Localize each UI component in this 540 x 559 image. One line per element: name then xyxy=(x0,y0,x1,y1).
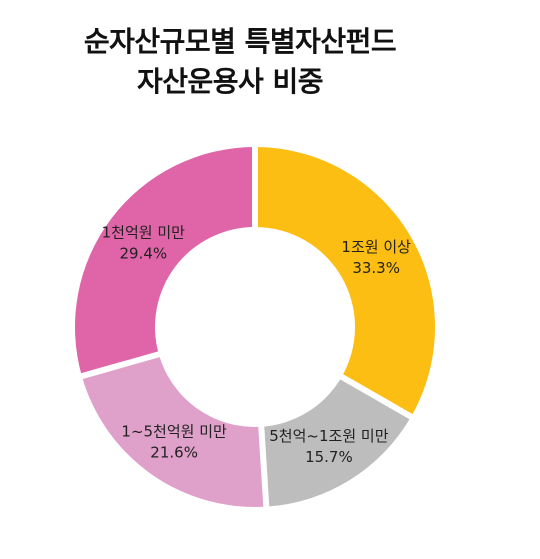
slice-label-1: 1조원 이상 xyxy=(341,238,411,256)
donut-slice-3 xyxy=(81,354,267,507)
slice-separator-4 xyxy=(79,350,162,380)
slice-value-2: 15.7% xyxy=(305,448,353,466)
slice-label-4: 1천억원 미만 xyxy=(102,224,186,242)
donut-slice-4 xyxy=(74,147,255,377)
slice-value-4: 29.4% xyxy=(119,245,167,263)
slice-value-3: 21.6% xyxy=(150,443,198,461)
slice-label-2: 5천억~1조원 미만 xyxy=(269,427,388,445)
donut-slice-2 xyxy=(261,376,412,507)
slice-separator-3 xyxy=(258,424,270,509)
slice-separator-2 xyxy=(338,373,415,421)
slice-value-1: 33.3% xyxy=(352,259,400,277)
slice-label-3: 1~5천억원 미만 xyxy=(121,422,227,440)
chart-title-line-1: 순자산규모별 특별자산펀드 xyxy=(83,25,397,58)
donut-slice-1 xyxy=(255,147,435,417)
chart-title: 순자산규모별 특별자산펀드 자산운용사 비중 xyxy=(0,22,540,102)
chart-title-line-2: 자산운용사 비중 xyxy=(136,65,324,98)
